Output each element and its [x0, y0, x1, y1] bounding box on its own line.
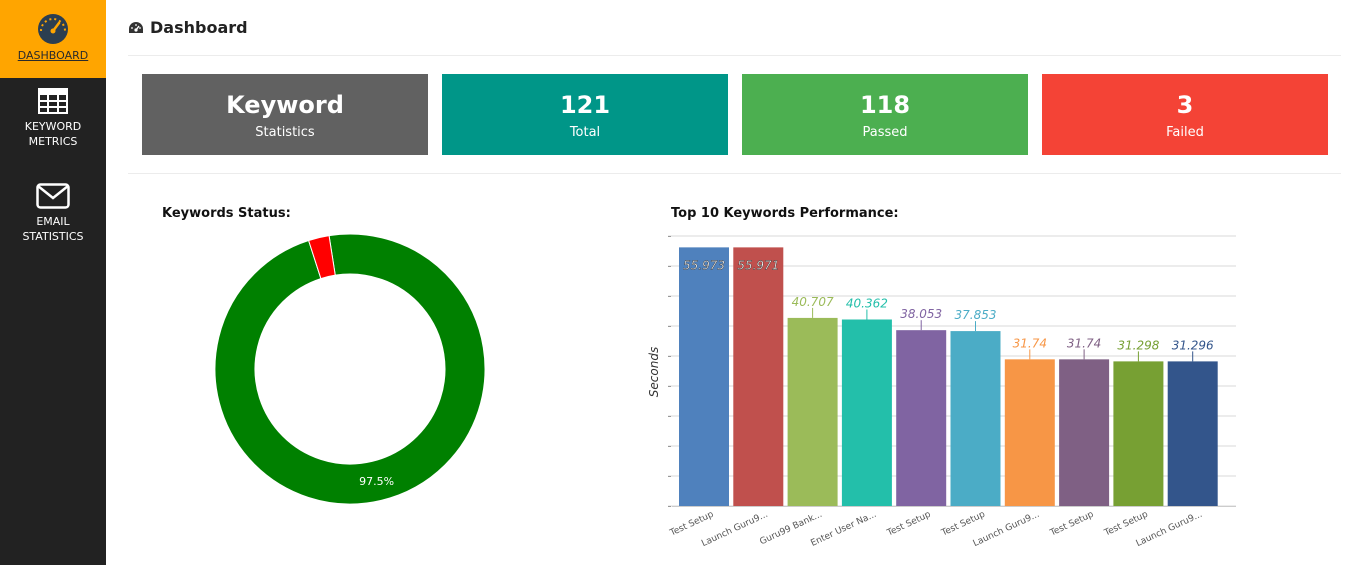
total-card: 121 Total	[442, 74, 728, 155]
bar[interactable]	[841, 319, 892, 506]
passed-card: 118 Passed	[742, 74, 1028, 155]
card-label: Failed	[1166, 125, 1204, 140]
gauge-icon	[38, 14, 68, 44]
x-tick-label: Test Setup	[1102, 510, 1150, 539]
page-title-text: Dashboard	[150, 18, 248, 37]
bar-value-label: 31.74	[1013, 336, 1047, 350]
bar-value-label: 31.298	[1117, 338, 1159, 352]
bar-value-label: 38.053	[900, 307, 942, 321]
bar-value-label: 40.362	[846, 296, 888, 310]
card-value: 121	[559, 91, 611, 119]
card-value: 3	[1176, 91, 1194, 119]
table-icon	[38, 88, 68, 114]
sidebar-item-label: KEYWORD METRICS	[24, 120, 82, 148]
failed-card: 3 Failed	[1042, 74, 1328, 155]
bar[interactable]	[679, 247, 729, 506]
bar-value-label: 55.973	[683, 258, 725, 272]
bar[interactable]	[950, 331, 1001, 506]
sidebar: DASHBOARD KEYWORD METRICS EMAIL STATISTI…	[0, 0, 106, 565]
y-axis-label: Seconds	[647, 347, 661, 397]
x-tick-label: Test Setup	[939, 510, 987, 539]
keywords-status-donut-chart: 97.5%	[214, 233, 486, 505]
card-label: Total	[569, 125, 601, 140]
divider	[128, 55, 1341, 56]
sidebar-item-label: EMAIL STATISTICS	[22, 215, 84, 243]
x-tick-label: Test Setup	[1048, 510, 1096, 539]
sidebar-item-label: DASHBOARD	[17, 49, 89, 62]
bar-value-label: 40.707	[792, 295, 834, 309]
bar-value-label: 31.74	[1067, 336, 1101, 350]
bar[interactable]	[733, 247, 784, 507]
bar-value-label: 55.971	[737, 258, 779, 272]
card-label: Passed	[862, 125, 908, 140]
bar[interactable]	[1113, 361, 1164, 506]
x-tick-label: Test Setup	[668, 510, 716, 539]
keywords-status-title: Keywords Status:	[162, 206, 291, 221]
card-value: Keyword	[226, 91, 344, 119]
donut-slice-label: 97.5%	[359, 475, 394, 488]
sidebar-item-dashboard[interactable]: DASHBOARD	[0, 0, 106, 78]
keyword-statistics-card: Keyword Statistics	[142, 74, 428, 155]
donut-slice[interactable]	[214, 233, 486, 505]
card-label: Statistics	[255, 125, 315, 140]
performance-title: Top 10 Keywords Performance:	[671, 206, 899, 221]
sidebar-item-email-statistics[interactable]: EMAIL STATISTICS	[0, 183, 106, 249]
dashboard-icon	[129, 21, 143, 33]
bar[interactable]	[1004, 359, 1055, 506]
card-value: 118	[859, 91, 911, 119]
bar-value-label: 37.853	[955, 308, 997, 322]
bar[interactable]	[896, 330, 947, 506]
bar[interactable]	[1167, 361, 1218, 506]
page-title: Dashboard	[128, 18, 248, 37]
envelope-icon	[36, 183, 70, 209]
bar[interactable]	[1059, 359, 1110, 506]
divider	[128, 173, 1341, 174]
sidebar-item-keyword-metrics[interactable]: KEYWORD METRICS	[0, 88, 106, 154]
donut-slice[interactable]	[307, 235, 336, 280]
main-content: Dashboard Keyword Statistics 121 Total 1…	[106, 0, 1351, 565]
bar-value-label: 31.296	[1172, 338, 1214, 352]
x-tick-label: Test Setup	[885, 510, 933, 539]
bar[interactable]	[787, 317, 838, 506]
